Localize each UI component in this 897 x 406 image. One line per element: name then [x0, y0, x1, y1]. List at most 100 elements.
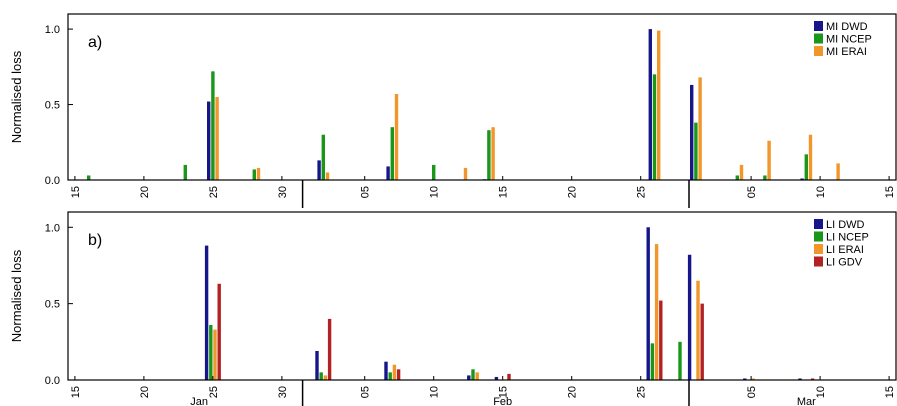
bar: [319, 372, 323, 380]
x-tick-label: 05: [746, 386, 758, 398]
x-tick-label: 15: [884, 186, 896, 198]
bar: [487, 130, 491, 180]
bar: [207, 101, 211, 180]
bar: [252, 169, 256, 180]
bar: [183, 164, 187, 180]
bar: [646, 227, 650, 380]
legend-swatch: [814, 46, 823, 56]
bar: [648, 29, 652, 180]
bar: [467, 375, 471, 380]
bar: [321, 134, 325, 180]
bar: [654, 244, 659, 380]
x-tick-label: 10: [815, 386, 827, 398]
legend-label: MI DWD: [826, 21, 868, 33]
x-tick-label: 20: [139, 386, 151, 398]
bar: [475, 372, 479, 380]
bar: [213, 329, 217, 380]
month-label: Mar: [797, 396, 816, 406]
month-label: Jan: [190, 396, 208, 406]
x-tick-label: 30: [277, 186, 289, 198]
bar: [804, 154, 808, 180]
x-tick-label: 25: [636, 386, 648, 398]
month-label: Feb: [493, 396, 512, 406]
bar: [800, 178, 804, 180]
bar: [696, 280, 700, 380]
legend-swatch: [814, 244, 823, 254]
legend-label: LI GDV: [826, 257, 863, 269]
bar: [327, 318, 332, 380]
y-tick-label: 0.5: [45, 299, 60, 311]
legend-swatch: [814, 219, 823, 229]
y-axis-label: Normalised loss: [9, 249, 24, 342]
bar: [323, 375, 328, 380]
bar: [735, 175, 739, 180]
x-tick-label: 20: [139, 186, 151, 198]
bar: [491, 127, 495, 180]
bar: [494, 376, 499, 380]
x-tick-label: 05: [360, 386, 372, 398]
bar: [798, 378, 802, 380]
bar: [392, 364, 397, 380]
bar: [751, 378, 755, 380]
x-tick-label: 15: [70, 386, 82, 398]
x-tick-label: 15: [884, 386, 896, 398]
x-tick-label: 15: [70, 186, 82, 198]
bar: [204, 245, 209, 380]
x-tick-label: 20: [567, 186, 579, 198]
bar: [698, 77, 702, 180]
bar: [690, 84, 694, 180]
x-tick-label: 10: [815, 186, 827, 198]
bar: [763, 175, 767, 180]
bar: [386, 166, 390, 180]
bar: [87, 175, 91, 180]
y-tick-label: 0.0: [45, 175, 60, 187]
legend-label: LI ERAI: [826, 244, 864, 256]
bar: [390, 127, 394, 180]
axes-frame: [67, 211, 897, 381]
bar: [678, 341, 682, 380]
bar: [808, 134, 813, 180]
bar: [471, 369, 475, 380]
legend-swatch: [814, 256, 823, 267]
bar: [394, 93, 399, 180]
x-tick-label: 15: [498, 186, 510, 198]
bar: [836, 163, 840, 180]
legend-label: MI NCEP: [826, 34, 872, 46]
bar: [211, 71, 215, 180]
x-tick-label: 15: [498, 386, 510, 398]
bar: [767, 140, 771, 180]
y-tick-label: 0.5: [45, 100, 60, 112]
x-tick-label: 10: [429, 386, 441, 398]
bar: [315, 350, 319, 380]
bar: [687, 254, 692, 380]
bar: [810, 378, 815, 380]
bar: [209, 325, 213, 380]
x-tick-label: 25: [208, 386, 220, 398]
legend-swatch: [814, 21, 823, 31]
bar: [507, 373, 511, 380]
panel-label: b): [88, 232, 102, 249]
legend-label: LI DWD: [826, 219, 865, 231]
bar: [215, 97, 219, 180]
x-tick-label: 10: [429, 186, 441, 198]
legend-swatch: [814, 33, 823, 44]
bar: [388, 372, 392, 380]
bar: [700, 303, 704, 380]
y-tick-label: 0.0: [45, 375, 60, 387]
y-tick-label: 1.0: [45, 24, 60, 36]
bar: [317, 160, 321, 180]
bar: [652, 74, 657, 180]
legend-label: LI NCEP: [826, 232, 869, 244]
bar: [743, 378, 747, 380]
bar: [463, 167, 468, 180]
y-tick-label: 1.0: [45, 222, 60, 234]
x-tick-label: 05: [360, 186, 372, 198]
x-tick-label: 30: [277, 386, 289, 398]
panel-label: a): [88, 34, 102, 51]
bar: [650, 343, 655, 380]
y-axis-label: Normalised loss: [9, 50, 24, 143]
legend-label: MI ERAI: [826, 46, 867, 58]
bar: [396, 369, 401, 380]
bar: [384, 361, 388, 380]
